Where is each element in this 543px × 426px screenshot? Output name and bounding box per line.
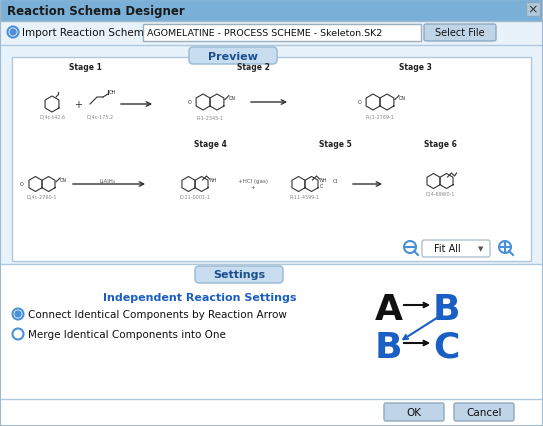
Text: OK: OK <box>407 407 421 417</box>
Text: O: O <box>20 182 24 187</box>
Text: Import Reaction Schema: Import Reaction Schema <box>22 28 150 38</box>
Text: OH: OH <box>109 90 117 95</box>
Text: Merge Identical Components into One: Merge Identical Components into One <box>28 329 226 339</box>
Text: Reaction Schema Designer: Reaction Schema Designer <box>7 5 185 17</box>
Text: R-1-2345-1: R-1-2345-1 <box>197 115 224 120</box>
Text: +: + <box>251 185 255 190</box>
Text: O: O <box>357 100 361 105</box>
Text: Select File: Select File <box>435 29 485 38</box>
Text: Preview: Preview <box>208 52 258 61</box>
Text: Stage 6: Stage 6 <box>424 140 457 149</box>
Bar <box>12 58 531 262</box>
Text: Settings: Settings <box>213 270 265 280</box>
Text: R-11-4599-1: R-11-4599-1 <box>290 195 320 200</box>
Text: D(4c-2760-1: D(4c-2760-1 <box>27 195 57 200</box>
FancyBboxPatch shape <box>189 48 277 65</box>
Text: B: B <box>375 330 402 364</box>
Text: Cancel: Cancel <box>466 407 502 417</box>
Text: +HCl (gas): +HCl (gas) <box>238 179 268 184</box>
FancyBboxPatch shape <box>424 25 496 42</box>
Bar <box>0 265 543 426</box>
Text: Fit All: Fit All <box>434 244 460 254</box>
Text: Connect Identical Components by Reaction Arrow: Connect Identical Components by Reaction… <box>28 309 287 319</box>
Text: CN: CN <box>60 178 67 183</box>
Text: CN: CN <box>399 95 406 101</box>
Text: Stage 4: Stage 4 <box>193 140 226 149</box>
Circle shape <box>12 309 23 320</box>
Text: C: C <box>433 330 459 364</box>
Text: ▼: ▼ <box>478 246 484 252</box>
Circle shape <box>15 311 21 317</box>
Bar <box>143 25 421 42</box>
Circle shape <box>10 30 16 36</box>
Text: D(4c-t42,6: D(4c-t42,6 <box>39 115 65 120</box>
FancyBboxPatch shape <box>422 240 490 257</box>
Text: Stage 1: Stage 1 <box>68 62 102 71</box>
Text: D-11-0001-1: D-11-0001-1 <box>180 195 211 200</box>
Circle shape <box>12 329 23 340</box>
Text: CN: CN <box>229 95 236 101</box>
Text: B: B <box>433 292 460 326</box>
Bar <box>0 0 543 22</box>
Text: Stage 5: Stage 5 <box>319 140 351 149</box>
Text: Stage 3: Stage 3 <box>399 62 432 71</box>
Text: R-(1-2769-1: R-(1-2769-1 <box>365 115 394 120</box>
Text: O: O <box>187 100 191 105</box>
Text: A: A <box>375 292 403 326</box>
Text: AGOMELATINE - PROCESS SCHEME - Skeleton.SK2: AGOMELATINE - PROCESS SCHEME - Skeleton.… <box>147 29 382 38</box>
Text: ×: × <box>528 3 538 17</box>
Text: NH: NH <box>210 178 217 183</box>
FancyBboxPatch shape <box>195 266 283 283</box>
FancyBboxPatch shape <box>384 403 444 421</box>
Text: Stage 2: Stage 2 <box>237 62 269 71</box>
Text: +: + <box>74 100 82 110</box>
FancyBboxPatch shape <box>454 403 514 421</box>
Text: Independent Reaction Settings: Independent Reaction Settings <box>103 292 297 302</box>
Bar <box>526 3 540 17</box>
Circle shape <box>8 27 18 38</box>
Text: D(4-69W0-1: D(4-69W0-1 <box>425 192 454 197</box>
Text: NH
C: NH C <box>319 178 327 188</box>
Text: LiAlH₄: LiAlH₄ <box>100 179 116 184</box>
Text: D(4c-175,2: D(4c-175,2 <box>86 115 113 120</box>
Text: Cl: Cl <box>332 179 338 184</box>
